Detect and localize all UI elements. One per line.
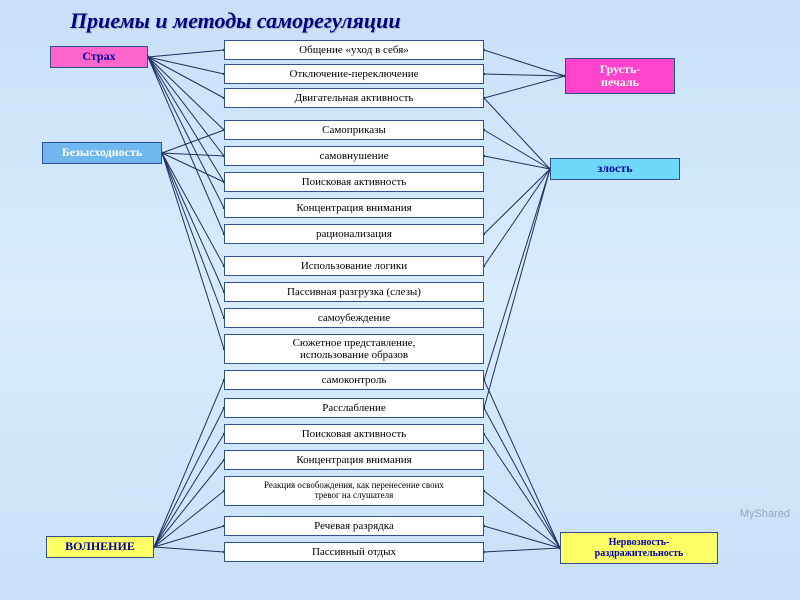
- edge: [154, 491, 224, 547]
- method-m14: Поисковая активность: [224, 424, 484, 444]
- edge: [484, 98, 550, 169]
- edge: [484, 74, 565, 76]
- edge: [162, 153, 224, 182]
- method-m18: Пассивный отдых: [224, 542, 484, 562]
- edge: [484, 169, 550, 266]
- edge: [484, 491, 560, 548]
- method-m2: Двигательная активность: [224, 88, 484, 108]
- edge: [162, 153, 224, 266]
- method-m1: Отключение-переключение: [224, 64, 484, 84]
- emotion-agitation: ВОЛНЕНИЕ: [46, 536, 154, 558]
- edge: [484, 169, 550, 408]
- edge: [148, 50, 224, 57]
- edge: [484, 76, 565, 98]
- edge: [154, 526, 224, 547]
- method-m0: Общение «уход в себя»: [224, 40, 484, 60]
- method-m12: самоконтроль: [224, 370, 484, 390]
- edge: [148, 57, 224, 130]
- edge: [154, 460, 224, 547]
- edge: [484, 50, 565, 76]
- edge: [484, 169, 550, 380]
- method-m7: рационализация: [224, 224, 484, 244]
- method-m6: Концентрация внимания: [224, 198, 484, 218]
- method-m4: самовнушение: [224, 146, 484, 166]
- edge: [484, 130, 550, 169]
- method-m9: Пассивная разгрузка (слезы): [224, 282, 484, 302]
- edge: [484, 156, 550, 169]
- edge: [162, 153, 224, 292]
- edge: [484, 526, 560, 548]
- edge: [162, 153, 224, 156]
- emotion-fear: Страх: [50, 46, 148, 68]
- method-m10: самоубеждение: [224, 308, 484, 328]
- edge: [484, 434, 560, 548]
- edge: [148, 57, 224, 98]
- method-m16: Реакция освобождения, как перенесение св…: [224, 476, 484, 506]
- edge: [154, 380, 224, 547]
- emotion-anger: злость: [550, 158, 680, 180]
- edge: [162, 153, 224, 349]
- method-m8: Использование логики: [224, 256, 484, 276]
- watermark: MyShared: [740, 508, 790, 520]
- edge: [484, 408, 560, 548]
- edge: [154, 434, 224, 547]
- method-m13: Расслабление: [224, 398, 484, 418]
- edge: [162, 130, 224, 153]
- edge: [154, 547, 224, 552]
- edge: [154, 408, 224, 547]
- method-m17: Речевая разрядка: [224, 516, 484, 536]
- method-m5: Поисковая активность: [224, 172, 484, 192]
- edge: [162, 153, 224, 318]
- edge: [484, 548, 560, 552]
- emotion-sadness: Грусть- печаль: [565, 58, 675, 94]
- page-title: Приемы и методы саморегуляции: [70, 8, 401, 34]
- edge: [484, 169, 550, 234]
- emotion-hopeless: Безысходность: [42, 142, 162, 164]
- edge: [148, 57, 224, 74]
- method-m3: Самоприказы: [224, 120, 484, 140]
- method-m11: Сюжетное представление, использование об…: [224, 334, 484, 364]
- method-m15: Концентрация внимания: [224, 450, 484, 470]
- emotion-nervous: Нервозность- раздражительность: [560, 532, 718, 564]
- edge: [484, 380, 560, 548]
- edge: [148, 57, 224, 208]
